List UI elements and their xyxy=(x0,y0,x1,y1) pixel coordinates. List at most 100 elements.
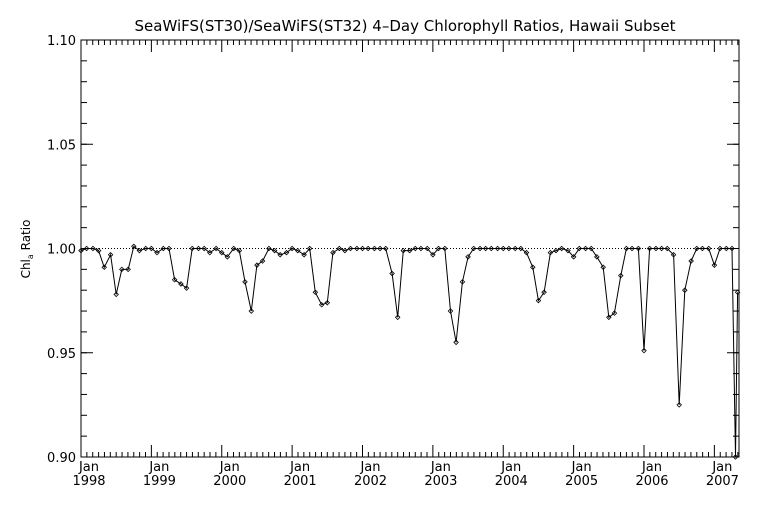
data-point xyxy=(453,339,459,346)
data-point xyxy=(734,289,741,296)
x-tick-label-month: Jan xyxy=(219,460,240,475)
data-point xyxy=(688,258,694,264)
data-point xyxy=(195,245,202,252)
y-tick-label: 1.10 xyxy=(47,34,76,49)
data-point xyxy=(371,245,378,252)
data-point xyxy=(294,247,301,254)
plot-area: 0.900.951.001.051.10Jan1998Jan1999Jan200… xyxy=(47,34,741,489)
data-point xyxy=(611,310,618,316)
data-point xyxy=(711,262,718,268)
data-point xyxy=(324,299,331,306)
data-point xyxy=(230,245,237,252)
data-point xyxy=(166,245,172,252)
data-point xyxy=(365,245,371,252)
x-tick-label-year: 2006 xyxy=(635,474,668,489)
data-point xyxy=(729,245,735,252)
data-point xyxy=(682,287,688,293)
data-point xyxy=(78,247,84,254)
data-point xyxy=(500,245,507,252)
data-point xyxy=(530,264,536,271)
x-tick-label-month: Jan xyxy=(78,460,99,475)
data-point xyxy=(623,245,630,252)
data-point xyxy=(236,247,243,254)
x-tick-label-month: Jan xyxy=(711,460,732,475)
data-point xyxy=(518,245,524,252)
data-point xyxy=(254,262,260,268)
data-point xyxy=(136,247,143,254)
data-point xyxy=(347,245,354,252)
y-tick-label: 0.90 xyxy=(47,451,76,466)
data-point xyxy=(318,302,325,308)
x-tick-label-year: 2002 xyxy=(354,474,387,489)
x-tick-label-month: Jan xyxy=(500,460,521,475)
data-point xyxy=(558,245,565,252)
data-point xyxy=(494,245,501,252)
data-point xyxy=(201,245,207,252)
data-point xyxy=(465,254,471,260)
data-point xyxy=(705,245,712,252)
data-point xyxy=(618,272,624,279)
data-point xyxy=(224,254,231,260)
data-point xyxy=(477,245,483,252)
svg-text:Chla Ratio: Chla Ratio xyxy=(19,220,35,279)
data-point xyxy=(412,245,419,252)
data-point xyxy=(83,245,90,252)
x-tick-label-year: 2001 xyxy=(284,474,317,489)
data-point xyxy=(148,245,155,252)
data-point xyxy=(107,251,114,258)
data-point xyxy=(576,245,583,252)
x-tick-label-month: Jan xyxy=(148,460,169,475)
data-point xyxy=(183,285,190,291)
data-point xyxy=(570,254,577,260)
x-tick-label-year: 2000 xyxy=(213,474,246,489)
data-point xyxy=(482,245,489,252)
data-point xyxy=(646,245,653,252)
data-point xyxy=(101,264,107,271)
data-point xyxy=(400,247,407,254)
y-axis-label-main: Chl xyxy=(19,259,33,278)
data-point xyxy=(178,281,184,287)
data-point xyxy=(447,308,454,314)
data-point xyxy=(213,245,219,252)
data-point xyxy=(699,245,706,252)
data-point xyxy=(336,245,343,252)
data-point xyxy=(342,247,348,254)
data-point xyxy=(606,314,612,321)
x-tick-label-month: Jan xyxy=(289,460,310,475)
data-point xyxy=(189,245,195,252)
data-point xyxy=(242,279,248,285)
x-tick-label-year: 1999 xyxy=(143,474,176,489)
x-tick-label-year: 1998 xyxy=(72,474,105,489)
x-tick-label-year: 2003 xyxy=(424,474,457,489)
data-point xyxy=(600,264,606,271)
data-point xyxy=(154,249,160,256)
chart-title: SeaWiFS(ST30)/SeaWiFS(ST32) 4–Day Chloro… xyxy=(135,17,676,35)
x-tick-label-year: 2005 xyxy=(565,474,598,489)
data-point xyxy=(125,266,131,273)
data-point xyxy=(594,254,600,260)
data-point xyxy=(119,266,125,273)
data-point xyxy=(664,245,670,252)
data-point xyxy=(389,270,395,277)
data-point xyxy=(588,245,594,252)
data-point xyxy=(658,245,665,252)
x-tick-label-month: Jan xyxy=(571,460,592,475)
data-point xyxy=(277,251,283,258)
data-point xyxy=(160,245,167,252)
data-point xyxy=(259,258,266,264)
data-point xyxy=(359,245,366,252)
data-point xyxy=(442,245,448,252)
y-tick-label: 1.00 xyxy=(47,243,76,258)
data-point xyxy=(289,245,295,252)
data-point xyxy=(131,243,137,250)
data-point xyxy=(435,245,442,252)
data-point xyxy=(283,249,290,256)
data-point xyxy=(248,308,255,314)
data-point xyxy=(312,289,319,296)
x-tick-label-year: 2007 xyxy=(706,474,739,489)
data-point xyxy=(377,245,383,252)
x-tick-label-month: Jan xyxy=(359,460,380,475)
y-tick-label: 1.05 xyxy=(47,138,76,153)
data-point xyxy=(723,245,730,252)
